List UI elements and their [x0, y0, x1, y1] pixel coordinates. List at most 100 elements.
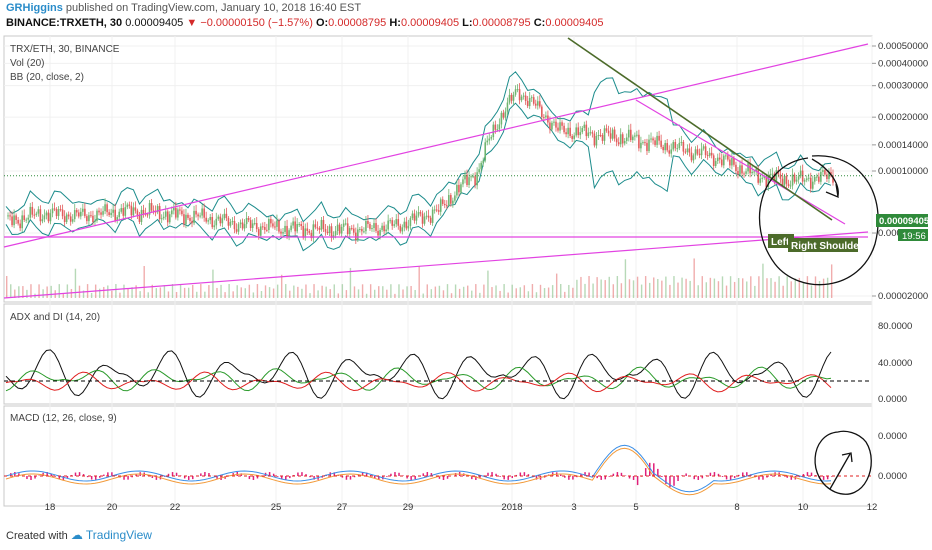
macd-histogram-bar	[260, 475, 263, 476]
macd-histogram-bar	[18, 473, 20, 476]
candle-body	[480, 162, 482, 170]
candle-body	[504, 111, 507, 118]
volume-bar	[580, 276, 582, 298]
candle-body	[723, 155, 725, 166]
macd-histogram-bar	[252, 476, 255, 480]
adx-axis[interactable]: 80.0000 40.0000 0.0000	[878, 321, 912, 405]
candle-body	[239, 222, 242, 225]
candle-body	[195, 210, 197, 215]
candle-body	[571, 136, 573, 139]
candle-body	[296, 224, 298, 232]
candle-body	[692, 155, 695, 161]
macd-histogram-bar	[187, 476, 190, 480]
candle-body	[104, 204, 106, 212]
candle-body	[718, 157, 721, 160]
macd-histogram-bar	[709, 472, 712, 476]
time-axis[interactable]: 18 20 22 25 27 29 2018 3 5 8 10 12	[45, 502, 878, 513]
candle-body	[634, 135, 636, 137]
candle-body	[787, 183, 790, 187]
volume-bar	[531, 284, 534, 298]
candle-body	[680, 141, 683, 143]
candle-body	[213, 225, 216, 228]
candle-body	[437, 210, 440, 212]
macd-histogram-bar	[402, 475, 404, 476]
macd-histogram-bar	[479, 476, 481, 479]
volume-bar	[167, 291, 170, 298]
macd-histogram-bar	[737, 474, 740, 476]
candle-body	[363, 231, 365, 233]
main-pane-title: TRX/ETH, 30, BINANCE	[10, 44, 120, 55]
volume-bar	[653, 277, 655, 298]
volume-bar	[616, 276, 619, 298]
candle-body	[421, 213, 424, 224]
volume-bar	[487, 270, 489, 298]
time-tick-label: 5	[633, 502, 638, 513]
candle-body	[292, 221, 294, 226]
volume-bar	[192, 285, 194, 298]
macd-histogram-bar	[313, 476, 315, 480]
candle-body	[816, 176, 818, 178]
volume-bar	[810, 285, 813, 298]
candle-body	[49, 213, 52, 222]
price-axis[interactable]: 0.00050000 0.00040000 0.00030000 0.00020000…	[872, 41, 928, 302]
candle-body	[377, 230, 379, 236]
candle-body	[565, 132, 567, 135]
macd-histogram-bar	[232, 473, 234, 476]
tradingview-brand[interactable]: TradingView	[85, 528, 152, 542]
bb-upper	[5, 71, 832, 223]
volume-bar	[74, 268, 77, 298]
candle-body	[741, 165, 743, 174]
volume-bar	[596, 277, 598, 298]
volume-bar	[729, 276, 732, 298]
candle-body	[720, 159, 723, 166]
volume-bar	[337, 293, 340, 298]
candle-body	[183, 214, 185, 225]
candle-body	[660, 140, 662, 147]
candle-body	[597, 135, 600, 137]
volume-bar	[272, 288, 275, 298]
candle-body	[215, 218, 218, 226]
high-label: H:	[389, 17, 401, 29]
candle-body	[47, 212, 50, 222]
macd-axis[interactable]: 0.0000 0.0000	[878, 431, 907, 482]
candle-body	[191, 220, 193, 224]
volume-bar	[50, 285, 52, 298]
publisher-name[interactable]: GRHiggins	[6, 2, 63, 14]
volume-bar	[14, 289, 16, 298]
volume-bar	[462, 286, 465, 298]
chart-canvas[interactable]: TRX/ETH, 30, BINANCE Vol (20) BB (20, cl…	[0, 34, 932, 526]
macd-histogram-bar	[204, 472, 206, 476]
volume-bar	[369, 284, 372, 298]
candle-body	[573, 135, 575, 139]
volume-bar	[66, 284, 69, 298]
candle-body	[67, 214, 70, 217]
candle-body	[638, 134, 640, 149]
candle-body	[668, 150, 671, 154]
macd-histogram-bar	[693, 476, 695, 480]
symbol-line: BINANCE:TRXETH, 30	[6, 17, 123, 29]
time-tick-label: 10	[798, 502, 809, 513]
macd-histogram-bar	[519, 472, 522, 476]
candle-body	[545, 115, 547, 118]
volume-bar	[155, 288, 158, 298]
candle-body	[735, 164, 737, 172]
right-shoulder-label-box	[788, 238, 858, 252]
candle-body	[249, 220, 252, 229]
volume-bar	[766, 278, 768, 298]
macd-histogram-bar	[34, 476, 36, 479]
candle-body	[393, 224, 396, 226]
candle-body	[530, 97, 533, 99]
volume-bar	[70, 288, 73, 298]
macd-histogram-bar	[107, 472, 109, 476]
macd-histogram-bar	[697, 476, 700, 480]
candle-body	[266, 229, 268, 231]
candle-body	[733, 157, 735, 165]
candle-body	[591, 132, 594, 134]
volume-bar	[830, 264, 833, 298]
volume-bar	[693, 258, 695, 298]
candle-body	[395, 219, 398, 225]
macd-histogram-bar	[386, 476, 388, 477]
volume-bar	[737, 278, 740, 298]
macd-histogram-bar	[701, 476, 704, 479]
candle-body	[585, 124, 588, 137]
